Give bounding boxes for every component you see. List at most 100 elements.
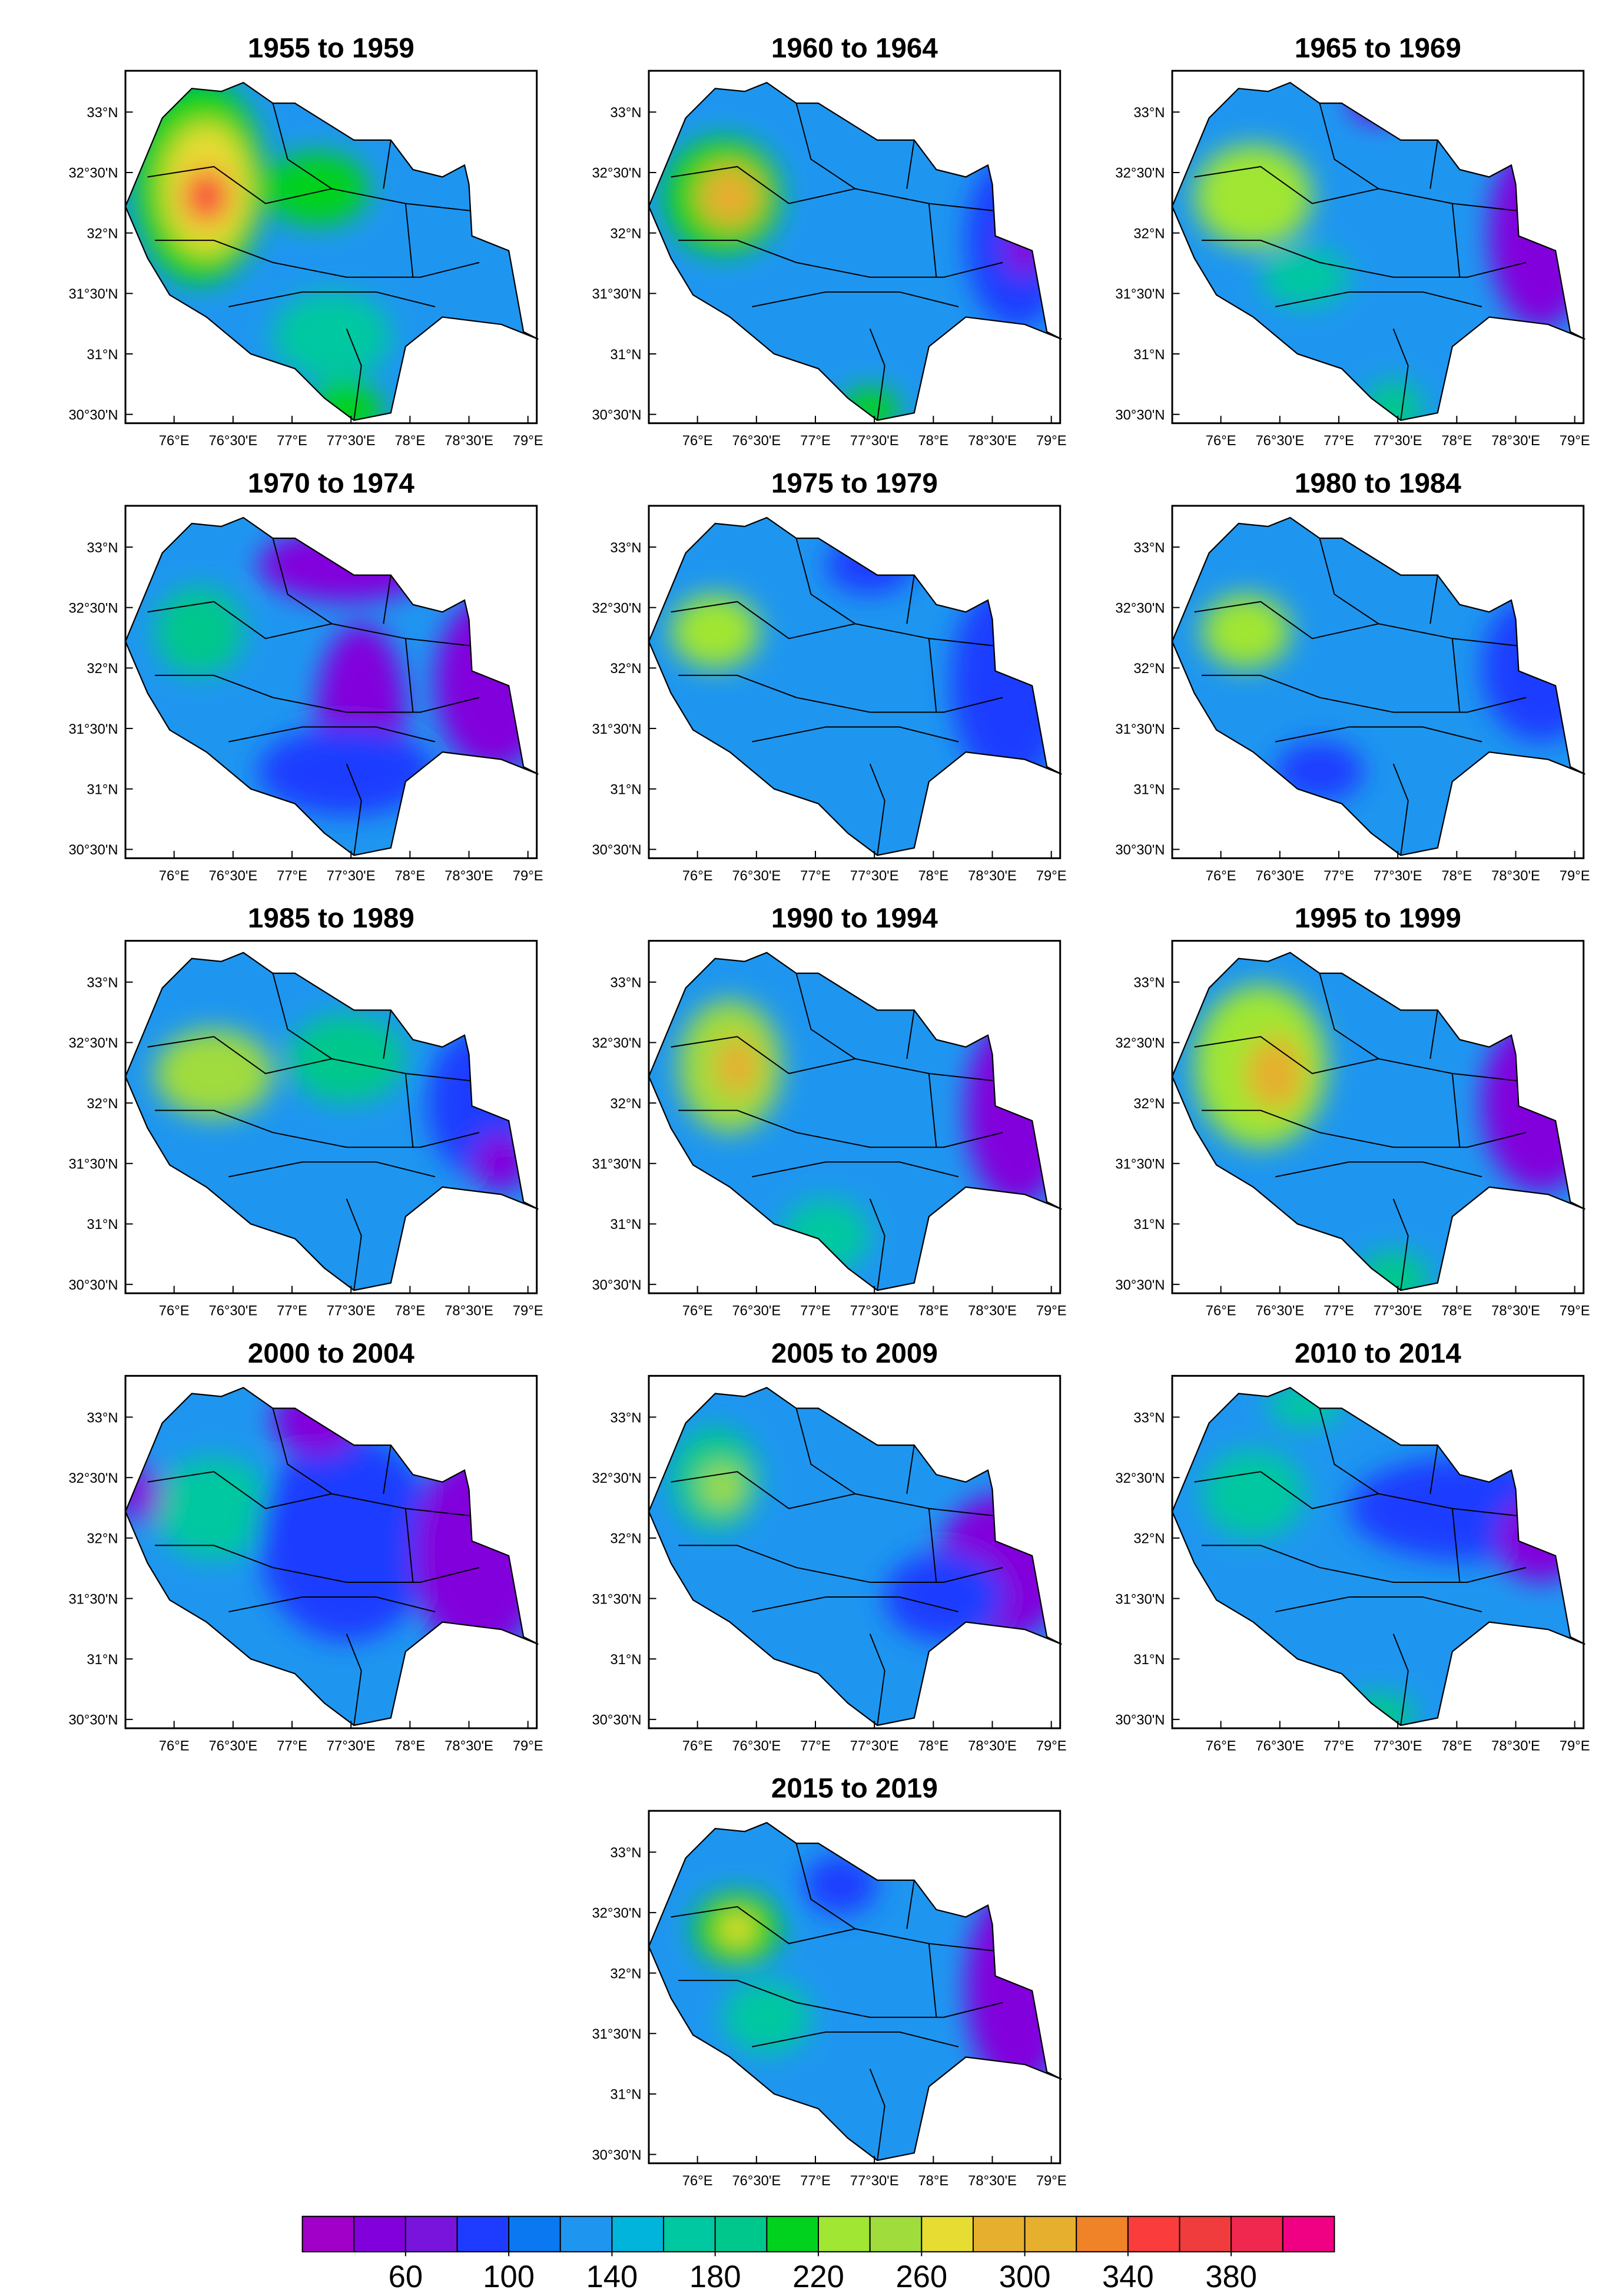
map-frame — [648, 69, 1062, 425]
lon-tick-label: 78°E — [918, 868, 948, 884]
district-border — [228, 726, 436, 743]
colorbar-box — [1024, 2215, 1077, 2252]
lon-tick-label: 76°E — [1206, 1303, 1236, 1319]
panel-title: 1975 to 1979 — [771, 468, 938, 499]
lon-tick-label: 76°30'E — [732, 2173, 781, 2189]
panel-title: 2010 to 2014 — [1295, 1338, 1461, 1369]
panel-title: 1995 to 1999 — [1295, 903, 1461, 934]
lat-tick-label: 32°30'N — [68, 600, 118, 616]
lat-tick-label: 31°N — [610, 1652, 641, 1668]
district-border — [272, 973, 414, 1148]
panel-title: 1970 to 1974 — [248, 468, 414, 499]
lon-tick-label: 77°E — [277, 433, 307, 449]
district-border — [346, 1634, 362, 1725]
lat-tick-label: 33°N — [87, 105, 118, 121]
district-border — [1202, 1545, 1527, 1583]
district-border — [147, 1036, 472, 1082]
district-border — [346, 329, 362, 420]
lat-tick-label: 32°30'N — [1115, 1470, 1165, 1486]
lon-tick-label: 77°30'E — [1374, 1738, 1422, 1754]
district-border — [752, 726, 959, 743]
map-frame — [648, 940, 1062, 1294]
colorbar-box — [663, 2215, 716, 2252]
lon-tick-label: 76°30'E — [732, 1738, 781, 1754]
district-border — [147, 165, 472, 212]
lat-tick-label: 31°30'N — [68, 286, 118, 302]
field-blob — [1202, 1449, 1305, 1538]
lat-tick-label: 32°N — [87, 661, 118, 677]
lat-tick-label: 30°30'N — [68, 842, 118, 858]
state-outline — [648, 1821, 1062, 2161]
lat-tick-label: 33°N — [1133, 1410, 1165, 1426]
district-border — [795, 973, 937, 1148]
district-border — [671, 1036, 996, 1082]
lon-tick-label: 79°E — [1036, 433, 1067, 449]
map-frame — [124, 505, 538, 859]
district-border — [678, 240, 1003, 278]
lat-tick-label: 31°N — [610, 1217, 641, 1233]
lat-tick-label: 32°30'N — [1115, 165, 1165, 181]
lat-tick-label: 33°N — [610, 975, 641, 991]
state-outline — [124, 81, 539, 421]
lat-tick-label: 32°30'N — [592, 1470, 641, 1486]
district-border — [1392, 1634, 1409, 1725]
map-frame — [1171, 1374, 1585, 1730]
lat-tick-label: 32°N — [610, 1096, 641, 1112]
lat-tick-label: 32°30'N — [592, 600, 641, 616]
panel-title: 1990 to 1994 — [771, 903, 938, 934]
lon-tick-label: 77°30'E — [327, 868, 376, 884]
colorbar-box — [353, 2215, 406, 2252]
panel-title: 1965 to 1969 — [1295, 33, 1461, 64]
field — [649, 1387, 1062, 1725]
lat-tick-label: 32°N — [1133, 1531, 1165, 1547]
colorbar-box — [1230, 2215, 1283, 2252]
map-frame — [1171, 940, 1585, 1294]
lon-tick-label: 79°E — [513, 433, 543, 449]
district-border — [155, 1109, 480, 1148]
lat-tick-label: 31°30'N — [68, 1157, 118, 1172]
colorbar-tick-label: 300 — [999, 2259, 1051, 2294]
lat-tick-label: 30°30'N — [68, 1277, 118, 1293]
map-panel: 1990 to 1994 30°30'N 31°N 31°30'N 32°N 32°30'… — [592, 903, 1066, 1319]
lon-tick-label: 77°E — [800, 868, 831, 884]
lon-tick-label: 77°E — [800, 433, 831, 449]
colorbar-tick-label: 260 — [895, 2259, 947, 2294]
lon-tick-label: 78°30'E — [445, 1738, 493, 1754]
district-border — [752, 2031, 959, 2047]
lon-tick-label: 77°30'E — [850, 433, 899, 449]
lat-tick-label: 31°N — [610, 347, 641, 363]
lon-tick-label: 79°E — [1560, 433, 1590, 449]
lon-tick-label: 76°30'E — [1255, 868, 1304, 884]
lon-tick-label: 76°30'E — [208, 433, 257, 449]
lon-tick-label: 76°30'E — [208, 868, 257, 884]
colorbar-box — [766, 2215, 820, 2252]
lat-tick-label: 30°30'N — [68, 407, 118, 423]
map-panel: 1980 to 1984 30°30'N 31°N 31°30'N 32°N 32°30'… — [1115, 468, 1590, 884]
panel-title: 1985 to 1989 — [248, 903, 414, 934]
colorbar-tick-label: 380 — [1205, 2259, 1257, 2294]
lon-tick-label: 76°30'E — [732, 1303, 781, 1319]
lat-tick-label: 31°30'N — [1115, 721, 1165, 737]
district-border — [795, 103, 937, 277]
lat-tick-label: 33°N — [610, 540, 641, 556]
lon-tick-label: 76°30'E — [1255, 1738, 1304, 1754]
district-border — [1275, 1596, 1482, 1613]
field-blob — [719, 1911, 755, 1947]
lat-tick-label: 32°30'N — [1115, 1035, 1165, 1051]
lat-tick-label: 31°N — [610, 781, 641, 797]
lat-tick-label: 31°N — [87, 781, 118, 797]
field-blob — [700, 1464, 745, 1509]
map-frame — [1171, 505, 1585, 859]
district-border — [1275, 291, 1482, 307]
lon-tick-label: 79°E — [513, 1303, 543, 1319]
district-border — [272, 1408, 414, 1583]
lon-tick-label: 78°E — [394, 1303, 425, 1319]
district-border — [671, 1471, 996, 1517]
lat-tick-label: 32°N — [610, 226, 641, 241]
lon-tick-label: 78°30'E — [968, 868, 1017, 884]
lon-tick-label: 77°E — [277, 1738, 307, 1754]
lat-tick-label: 31°30'N — [592, 2026, 641, 2042]
lon-tick-label: 78°E — [394, 433, 425, 449]
field-blob — [722, 1980, 811, 2055]
lon-tick-label: 76°E — [682, 433, 713, 449]
